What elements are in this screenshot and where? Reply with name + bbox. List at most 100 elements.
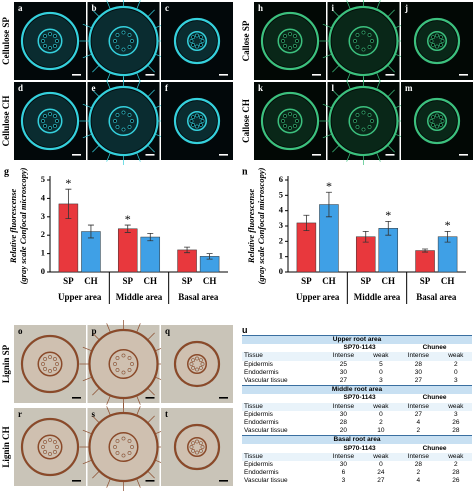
header-row: Tissue Intense weak Intense weak: [242, 402, 472, 411]
vessel: [288, 126, 292, 130]
hair: [136, 395, 141, 405]
column-header: weak: [439, 402, 472, 411]
vessel: [115, 368, 120, 372]
vessel: [53, 44, 57, 48]
hair: [147, 332, 155, 341]
x-tick-label: CH: [144, 276, 158, 286]
vessel: [55, 362, 59, 366]
panel-label: h: [258, 3, 263, 13]
hair: [92, 9, 100, 18]
panel-label: i: [332, 3, 335, 13]
data-row: Endodermis 28 2 4 26: [242, 419, 472, 427]
vessel: [200, 39, 205, 43]
y-tick-label: 0: [41, 266, 45, 276]
column-header: Intense: [397, 452, 440, 461]
cell: 28: [452, 469, 460, 477]
stele: [108, 431, 139, 463]
vessel: [121, 47, 126, 52]
hair: [136, 0, 141, 10]
vessel: [198, 358, 203, 363]
cortex-fill: [91, 9, 156, 73]
vessel: [195, 113, 199, 118]
hair: [92, 64, 100, 73]
vessel: [48, 46, 52, 50]
vessel: [198, 35, 203, 40]
data-row: Epidermis 30 0 28 2: [242, 461, 472, 469]
group-name: SP70-1143: [343, 444, 376, 452]
cortex-fill: [24, 338, 76, 390]
hair: [376, 72, 381, 82]
x-tick-label: SP: [420, 276, 431, 286]
vessel: [53, 114, 57, 118]
section-row: Middle root area: [242, 385, 472, 395]
cell: 0: [379, 410, 383, 418]
significance: *: [326, 179, 332, 193]
micrograph: i: [319, 0, 408, 85]
vessel: [191, 115, 196, 120]
vessel: [115, 113, 120, 117]
y-tick-label: 4: [279, 205, 284, 215]
vessel: [41, 119, 45, 123]
hair: [106, 478, 111, 488]
stele: [187, 111, 207, 131]
hair: [106, 323, 111, 333]
cell: Epidermis: [244, 460, 273, 468]
vessel: [189, 362, 194, 366]
cell: 3: [454, 377, 458, 385]
stele: [187, 31, 207, 51]
cortex: [173, 97, 221, 145]
hair: [346, 0, 351, 10]
cell: 10: [377, 427, 385, 435]
panel-label: d: [18, 83, 23, 93]
scale-bar: [219, 397, 228, 399]
cortex-fill: [24, 421, 76, 473]
hair: [387, 89, 395, 98]
group-name: SP70-1143: [343, 344, 376, 352]
hair: [147, 387, 155, 396]
vessel: [367, 33, 372, 37]
section-title: Middle root area: [242, 385, 472, 395]
error-bar: [385, 221, 392, 236]
group-label: Upper area: [296, 292, 340, 302]
hair: [106, 406, 111, 416]
stele: [427, 31, 447, 51]
cortex-fill: [331, 89, 396, 153]
x-tick-label: CH: [382, 276, 396, 286]
scale-bar: [312, 74, 321, 76]
vessel: [43, 357, 47, 361]
y-tick-label: 6: [279, 174, 283, 184]
vessel: [121, 110, 126, 115]
vessel: [41, 445, 45, 449]
micrograph: p: [79, 320, 168, 408]
hair: [322, 23, 333, 29]
vessel: [53, 450, 57, 454]
cell: 27: [377, 477, 385, 485]
cell: Epidermis: [244, 410, 273, 418]
data-row: Epidermis 25 5 28 2: [242, 361, 472, 369]
data-row: Vascular tissue 20 10 2 28: [242, 427, 472, 436]
vessel: [198, 441, 203, 446]
data-row: Vascular tissue 3 27 4 26: [242, 477, 472, 485]
cortex: [88, 328, 159, 400]
cortex-fill: [24, 15, 76, 67]
micrograph-bg: [401, 82, 473, 160]
hair: [322, 53, 333, 59]
error-bar: [362, 230, 369, 243]
error-bar: [124, 224, 131, 233]
vessel: [361, 110, 366, 115]
y-tick-label: 2: [279, 235, 283, 245]
vessel: [293, 44, 297, 48]
vessel: [355, 45, 360, 49]
row-label: Callose CH: [241, 99, 251, 143]
cell: 25: [339, 360, 348, 368]
vessel: [115, 356, 120, 360]
scale-bar: [385, 74, 395, 76]
vessel: [353, 39, 357, 43]
cortex: [413, 97, 461, 145]
cell: 3: [454, 410, 458, 418]
scale-bar: [312, 154, 321, 156]
vessel: [41, 362, 45, 366]
micrograph: b: [79, 0, 168, 85]
cell: 2: [379, 418, 383, 426]
significance: *: [65, 176, 71, 190]
